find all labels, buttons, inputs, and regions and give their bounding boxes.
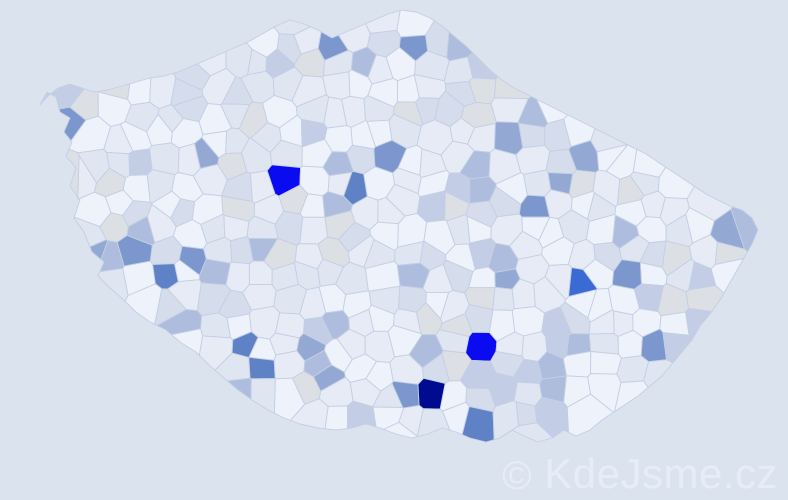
map-region[interactable]: [383, 421, 418, 439]
map-region[interactable]: [587, 373, 622, 413]
watermark-text: KdeJsme.cz: [544, 450, 778, 497]
map-region[interactable]: [523, 169, 552, 197]
map-region[interactable]: [659, 311, 690, 336]
map-region[interactable]: [685, 284, 725, 312]
copyright-icon: ©: [502, 454, 533, 498]
hl-central-small[interactable]: [465, 331, 498, 362]
map-region[interactable]: [730, 206, 759, 253]
map-region[interactable]: [498, 422, 554, 443]
map-region[interactable]: [588, 333, 619, 355]
map-region[interactable]: [566, 393, 614, 437]
map-region[interactable]: [518, 122, 546, 149]
map-region[interactable]: [225, 261, 250, 293]
map-region[interactable]: [534, 396, 569, 439]
map-region[interactable]: [685, 308, 713, 340]
map-region[interactable]: [248, 356, 276, 380]
map-region[interactable]: [614, 380, 649, 413]
watermark: © KdeJsme.cz: [502, 450, 778, 498]
map-region[interactable]: [590, 351, 622, 375]
map-region[interactable]: [643, 359, 674, 388]
region-layer[interactable]: [39, 9, 759, 443]
map-region[interactable]: [710, 258, 745, 294]
map-region[interactable]: [562, 350, 592, 378]
map-region[interactable]: [324, 405, 348, 431]
map-region[interactable]: [128, 148, 153, 176]
map-region[interactable]: [662, 332, 693, 364]
map-region[interactable]: [492, 286, 515, 311]
map-region[interactable]: [515, 401, 538, 427]
